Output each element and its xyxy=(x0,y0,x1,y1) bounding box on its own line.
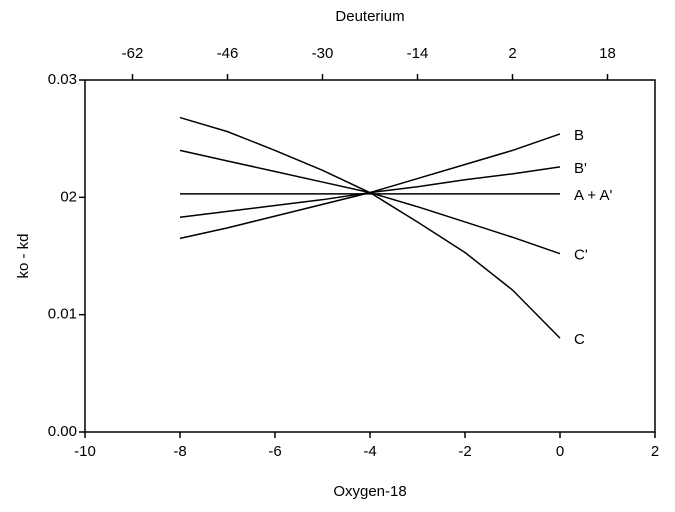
x2-tick-label: -30 xyxy=(312,45,334,62)
x2-tick-label: -14 xyxy=(407,45,429,62)
y-tick-label: 02 xyxy=(60,188,77,205)
y-tick-label: 0.00 xyxy=(48,423,77,440)
x2-tick-label: -62 xyxy=(122,45,144,62)
x-tick-label: 2 xyxy=(651,443,659,460)
series-label: C' xyxy=(574,247,588,264)
x-tick-label: -2 xyxy=(458,443,471,460)
series-label: A + A' xyxy=(574,187,612,204)
y-axis-label: ko - kd xyxy=(15,233,32,278)
x2-tick-label: 2 xyxy=(508,45,516,62)
x-tick-label: -6 xyxy=(268,443,281,460)
x-tick-label: -8 xyxy=(173,443,186,460)
x-tick-label: 0 xyxy=(556,443,564,460)
x2-tick-label: 18 xyxy=(599,45,616,62)
top-axis-label: Deuterium xyxy=(335,8,404,25)
series-line xyxy=(179,133,561,240)
y-tick-label: 0.01 xyxy=(48,306,77,323)
x-tick-label: -4 xyxy=(363,443,376,460)
x2-tick-label: -46 xyxy=(217,45,239,62)
x-axis-label: Oxygen-18 xyxy=(333,483,406,500)
x-tick-label: -10 xyxy=(74,443,96,460)
series-label: C xyxy=(574,331,585,348)
series-line xyxy=(179,116,561,339)
plot-frame xyxy=(84,79,656,433)
series-label: B xyxy=(574,127,584,144)
series-label: B' xyxy=(574,160,587,177)
y-tick-label: 0.03 xyxy=(48,71,77,88)
series-line xyxy=(179,149,561,255)
